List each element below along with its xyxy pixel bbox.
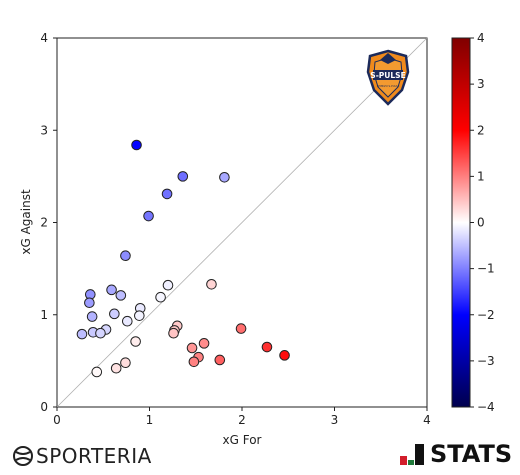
colorbar-tick-label: 1: [477, 169, 485, 183]
sporteria-logo: SPORTERIA: [12, 444, 152, 468]
colorbar-ticks: 4 3 2 1 0 −1 −2 −3 −4: [470, 31, 495, 414]
colorbar-tick-label: −2: [477, 308, 495, 322]
y-tick-label: 0: [40, 400, 48, 414]
data-point: [162, 279, 174, 291]
y-tick-label: 2: [40, 216, 48, 230]
colorbar-tick-label: −3: [477, 354, 495, 368]
diagonal-reference-line: [56, 37, 428, 408]
data-point: [214, 354, 226, 366]
y-axis-label: xG Against: [19, 189, 33, 255]
data-point: [198, 338, 210, 349]
colorbar: [451, 37, 471, 408]
colorbar-tick-label: −4: [477, 400, 495, 414]
team-badge-label: S-PULSE: [370, 71, 405, 80]
data-point: [120, 357, 131, 369]
data-point: [161, 188, 173, 200]
colorbar-tick-label: 3: [477, 77, 485, 91]
colorbar-tick-label: 0: [477, 216, 485, 230]
team-badge-sublabel: SHIMIZU S-PULSE: [377, 84, 400, 88]
data-point: [131, 139, 142, 151]
x-axis-ticks: 0 1 2 3 4: [53, 407, 431, 427]
colorbar-tick-label: 2: [477, 123, 485, 137]
data-point: [188, 356, 200, 368]
colorbar-tick-label: −1: [477, 262, 495, 276]
y-tick-label: 3: [40, 123, 48, 137]
data-point: [235, 323, 247, 334]
data-point: [143, 210, 154, 222]
data-point: [115, 290, 127, 301]
data-point: [155, 291, 166, 303]
y-tick-label: 4: [40, 31, 48, 45]
data-point: [106, 284, 117, 296]
data-point: [122, 315, 133, 327]
data-point: [110, 362, 122, 374]
data-point: [109, 308, 120, 320]
data-point: [168, 327, 179, 339]
sporteria-ball-icon: [13, 446, 33, 466]
stats-bars-icon: [400, 444, 424, 465]
data-point: [84, 297, 95, 309]
data-point: [186, 342, 198, 354]
data-point: [261, 341, 273, 353]
sporteria-logo-text: SPORTERIA: [36, 444, 152, 468]
y-axis-ticks: 0 1 2 3 4: [40, 31, 57, 414]
data-point: [76, 328, 88, 340]
x-axis-label: xG For: [223, 433, 262, 447]
data-point: [134, 310, 145, 321]
data-points: [76, 139, 290, 378]
x-tick-label: 0: [53, 413, 61, 427]
data-point: [177, 171, 189, 182]
stats-logo: STATS: [400, 440, 512, 468]
data-point: [130, 336, 141, 347]
data-point: [95, 327, 106, 339]
data-point: [120, 250, 131, 262]
colorbar-tick-label: 4: [477, 31, 485, 45]
y-tick-label: 1: [40, 308, 48, 322]
stats-logo-text: STATS: [430, 440, 513, 468]
data-point: [279, 350, 290, 361]
x-tick-label: 3: [331, 413, 339, 427]
data-point: [91, 366, 103, 378]
x-tick-label: 4: [423, 413, 431, 427]
x-tick-label: 1: [146, 413, 154, 427]
data-point: [206, 279, 217, 290]
x-tick-label: 2: [238, 413, 246, 427]
data-point: [86, 311, 98, 322]
team-badge-icon: S-PULSE SHIMIZU S-PULSE: [366, 49, 410, 106]
data-point: [219, 171, 230, 183]
